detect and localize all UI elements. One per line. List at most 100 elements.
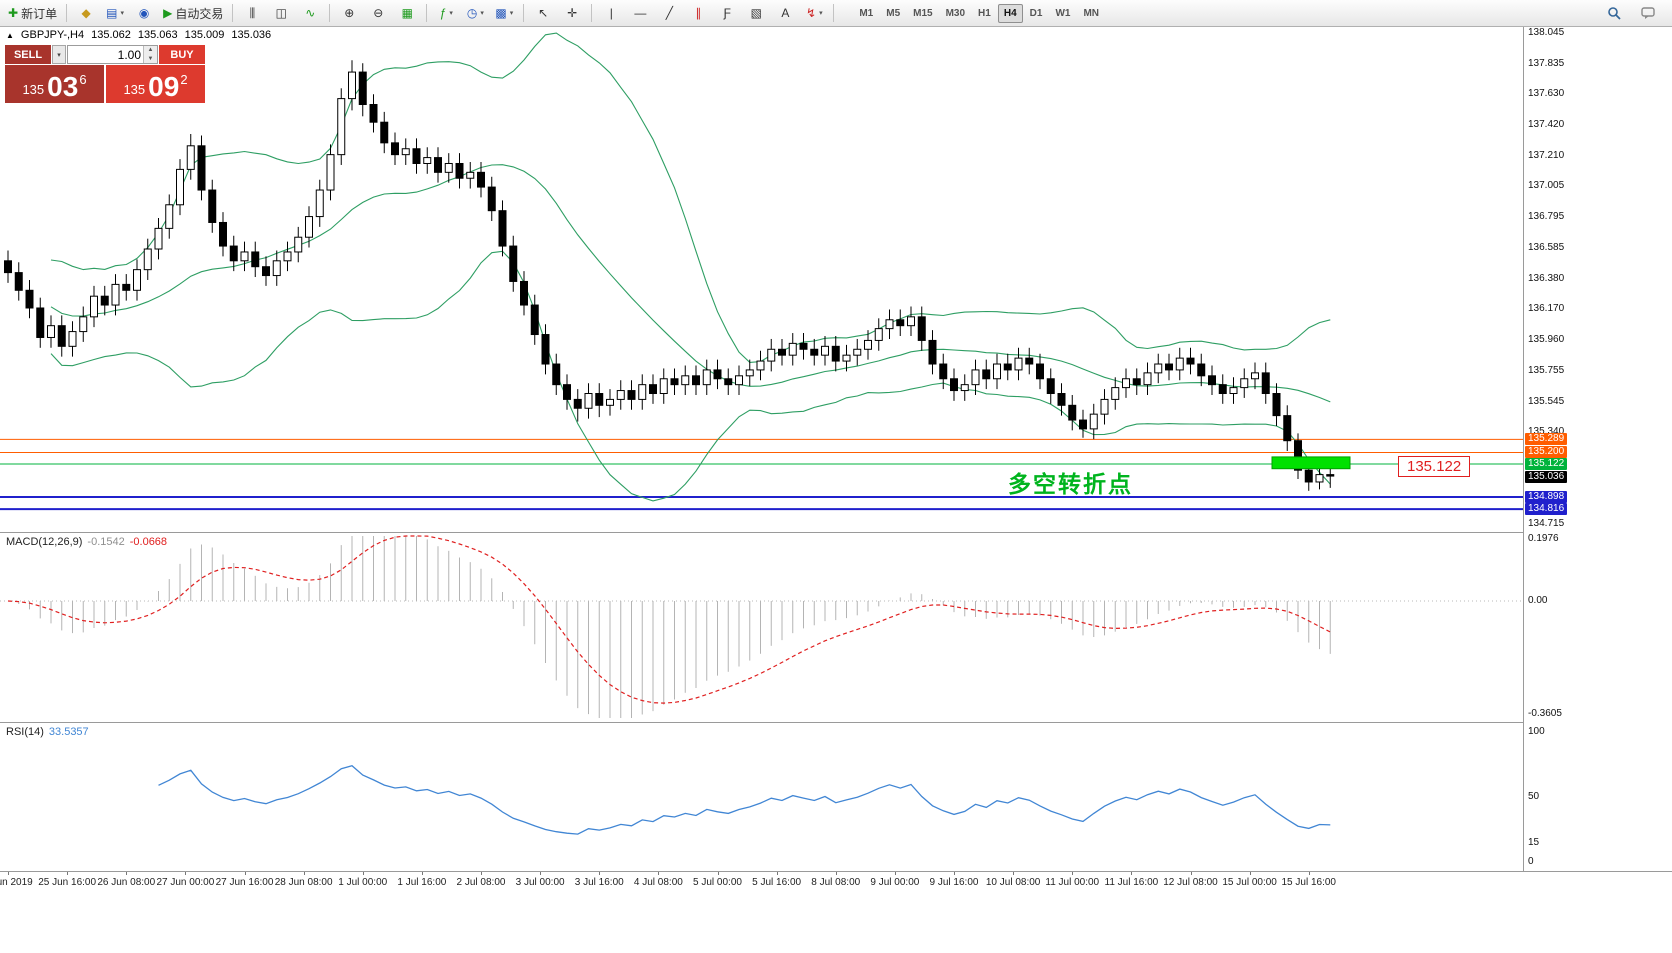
autotrade-button[interactable]: ▶ 自动交易: [159, 2, 227, 25]
volume-stepper[interactable]: ▲ ▼: [143, 46, 157, 63]
price-tick-label: 135.545: [1528, 395, 1565, 407]
time-tick: [658, 872, 660, 875]
candlestick-button[interactable]: ◫: [267, 2, 295, 25]
vertical-line-icon: |: [609, 6, 613, 20]
timeframe-d1-button[interactable]: D1: [1029, 7, 1043, 19]
price-tick-label: 134.715: [1528, 518, 1565, 529]
bollinger-upper-band: [50, 32, 1331, 363]
quote-line: ▲ GBPJPY-,H4 135.062 135.063 135.009 135…: [6, 29, 271, 42]
price-level-label: 135.036: [1525, 470, 1568, 483]
candlestick-chart-svg[interactable]: [0, 27, 1523, 532]
price-tick-label: 137.210: [1528, 150, 1565, 162]
timeframe-m30-button[interactable]: M30: [945, 7, 966, 19]
time-axis-label: 1 Jul 00:00: [338, 877, 388, 888]
zoom-out-button[interactable]: ⊖: [364, 2, 392, 25]
channel-button[interactable]: ∥: [684, 2, 712, 25]
price-tick-label: 136.170: [1528, 303, 1565, 315]
buy-price-big-figure: 135: [123, 82, 146, 97]
cursor-icon: ↖: [538, 6, 549, 20]
timeframe-h1-button[interactable]: H1: [978, 7, 991, 19]
volume-down-icon[interactable]: ▼: [144, 54, 157, 63]
time-axis-label: 26 Jun 08:00: [97, 877, 156, 888]
zoom-in-icon: ⊕: [344, 6, 355, 20]
rsi-tick-label: 15: [1528, 836, 1540, 848]
sell-button[interactable]: SELL: [5, 45, 51, 64]
new-order-button[interactable]: ✚ 新订单: [4, 2, 61, 25]
chevron-down-icon: ▾: [509, 10, 514, 17]
bar-chart-button[interactable]: ⫼: [238, 2, 266, 25]
time-axis-label: 27 Jun 00:00: [156, 877, 215, 888]
time-tick: [421, 872, 423, 875]
rsi-tick-label: 0: [1528, 856, 1534, 867]
macd-chart-svg[interactable]: [0, 533, 1523, 722]
quote-high: 135.063: [137, 29, 178, 41]
buy-price-button[interactable]: 135 09 2: [106, 65, 205, 103]
separator: [66, 4, 68, 22]
timeframe-m5-button[interactable]: M5: [886, 7, 901, 19]
periods-button[interactable]: ◷ ▾: [461, 2, 489, 25]
macd-label: MACD(12,26,9) -0.1542 -0.0668: [6, 536, 168, 548]
time-tick: [954, 872, 955, 875]
channel-icon: ∥: [695, 6, 702, 20]
text-button[interactable]: A: [771, 2, 799, 25]
price-tick-label: 138.045: [1528, 27, 1565, 38]
separator: [232, 4, 234, 22]
macd-panel[interactable]: MACD(12,26,9) -0.1542 -0.0668: [0, 532, 1523, 722]
crosshair-button[interactable]: ✛: [558, 2, 586, 25]
quote-close: 135.036: [231, 29, 272, 41]
timeframe-mn-button[interactable]: MN: [1083, 7, 1099, 19]
time-axis-label: 5 Jun 2019: [0, 877, 33, 888]
quote-open: 135.062: [91, 29, 131, 41]
search-button[interactable]: [1600, 2, 1628, 25]
time-axis-label: 2 Jul 08:00: [456, 877, 506, 888]
rsi-chart-svg[interactable]: [0, 723, 1523, 871]
indicators-icon: ƒ: [439, 6, 447, 20]
sound-button[interactable]: ◉: [130, 2, 158, 25]
time-axis-label: 28 Jun 08:00: [274, 877, 333, 888]
zoom-in-button[interactable]: ⊕: [335, 2, 363, 25]
trendline-button[interactable]: ╱: [655, 2, 683, 25]
time-tick: [1013, 872, 1015, 875]
time-tick: [1190, 872, 1192, 875]
new-order-icon: ✚: [8, 6, 19, 20]
shapes-button[interactable]: ▧: [742, 2, 770, 25]
tile-windows-icon: ▦: [401, 6, 413, 20]
time-tick: [126, 872, 128, 875]
volume-input[interactable]: [68, 46, 143, 63]
indicators-button[interactable]: ƒ ▾: [432, 2, 460, 25]
community-button[interactable]: [1634, 2, 1662, 25]
time-tick: [599, 872, 601, 875]
volume-up-icon[interactable]: ▲: [144, 46, 157, 55]
main-chart-panel[interactable]: ▲ GBPJPY-,H4 135.062 135.063 135.009 135…: [0, 27, 1523, 532]
templates-button[interactable]: ▩ ▾: [490, 2, 518, 25]
line-chart-button[interactable]: ∿: [296, 2, 324, 25]
time-tick: [303, 872, 305, 875]
timeframe-m1-button[interactable]: M1: [859, 7, 874, 19]
profiles-icon: ▤: [106, 6, 118, 20]
cursor-button[interactable]: ↖: [529, 2, 557, 25]
price-axis[interactable]: 138.045 137.835 137.630 137.420 137.210 137.0…: [1523, 27, 1672, 871]
horizontal-line-button[interactable]: —: [626, 2, 654, 25]
tile-windows-button[interactable]: ▦: [393, 2, 421, 25]
timeframe-h4-button[interactable]: H4: [997, 3, 1023, 23]
buy-button[interactable]: BUY: [159, 45, 205, 64]
price-level-label: 135.289: [1525, 433, 1568, 446]
timeframe-w1-button[interactable]: W1: [1055, 7, 1071, 19]
chevron-down-icon: ▾: [120, 10, 124, 17]
sell-price-button[interactable]: 135 03 6: [5, 65, 104, 103]
timeframe-m15-button[interactable]: M15: [913, 7, 933, 19]
rsi-panel[interactable]: RSI(14) 33.5357: [0, 722, 1523, 871]
fibonacci-button[interactable]: Ƒ: [713, 2, 741, 25]
chart-window-button[interactable]: ◆: [72, 2, 100, 25]
bollinger-lower-band: [50, 250, 1331, 502]
sell-dropdown-button[interactable]: ▾: [52, 45, 66, 64]
price-level-label: 134.898: [1525, 491, 1568, 504]
profiles-button[interactable]: ▤ ▾: [101, 2, 129, 25]
vertical-line-button[interactable]: |: [597, 2, 625, 25]
time-axis-label: 5 Jul 00:00: [693, 877, 742, 888]
highlight-zone-rect[interactable]: [1271, 456, 1351, 470]
arrows-button[interactable]: ↯ ▾: [800, 2, 828, 25]
price-tick-label: 136.585: [1528, 242, 1565, 254]
price-level-label: 134.816: [1525, 503, 1568, 516]
